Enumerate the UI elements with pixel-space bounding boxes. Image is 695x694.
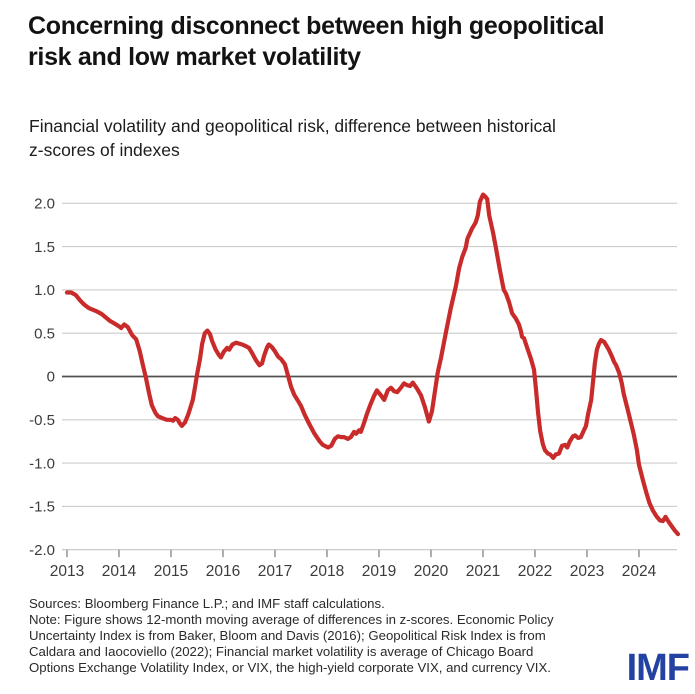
- x-axis-label: 2024: [622, 563, 657, 580]
- x-axis-label: 2017: [258, 563, 292, 580]
- subtitle-line-2: z-scores of indexes: [29, 140, 180, 160]
- y-axis-label: 0.5: [34, 325, 55, 342]
- source-note: Sources: Bloomberg Finance L.P.; and IMF…: [29, 596, 609, 676]
- y-axis-label: -2.0: [29, 542, 55, 559]
- page-title: Concerning disconnect between high geopo…: [28, 11, 678, 73]
- imf-logo: IMF: [626, 647, 690, 689]
- x-axis-label: 2019: [362, 563, 396, 580]
- x-axis-label: 2014: [102, 563, 137, 580]
- y-axis-label: -1.0: [29, 455, 55, 472]
- y-axis-label: -0.5: [29, 412, 55, 429]
- x-axis-label: 2016: [206, 563, 240, 580]
- note-line-1: Note: Figure shows 12-month moving avera…: [29, 611, 554, 627]
- x-axis-label: 2021: [466, 563, 500, 580]
- chart-svg: 2.0 1.5 1.0 0.5 0 -0.5 -1.0 -1.5 -2.0 2013 2014 201…: [29, 192, 681, 580]
- y-axis-label: 2.0: [34, 196, 55, 213]
- chart-subtitle: Financial volatility and geopolitical ri…: [29, 114, 679, 162]
- title-line-1: Concerning disconnect between high geopo…: [28, 12, 605, 40]
- data-line-series: [64, 192, 681, 537]
- x-axis-label: 2015: [154, 563, 188, 580]
- y-axis-label: 1.5: [34, 239, 55, 256]
- x-axis-label: 2022: [518, 563, 552, 580]
- title-line-2: risk and low market volatility: [28, 43, 361, 71]
- y-axis-label: 1.0: [34, 282, 55, 299]
- chart-area: 2.0 1.5 1.0 0.5 0 -0.5 -1.0 -1.5 -2.0 2013 2014 201…: [0, 185, 695, 590]
- note-line-4: Options Exchange Volatility Index, or VI…: [29, 659, 551, 675]
- x-axis-label: 2020: [414, 563, 449, 580]
- x-axis-label: 2018: [310, 563, 344, 580]
- x-axis-label: 2023: [570, 563, 604, 580]
- y-axis-label: 0: [47, 369, 55, 386]
- note-line-2: Uncertainty Index is from Baker, Bloom a…: [29, 627, 546, 643]
- note-line-3: Caldara and Iaocoviello (2022); Financia…: [29, 643, 534, 659]
- x-axis-label: 2013: [50, 563, 84, 580]
- subtitle-line-1: Financial volatility and geopolitical ri…: [29, 116, 556, 136]
- source-line: Sources: Bloomberg Finance L.P.; and IMF…: [29, 596, 385, 611]
- y-axis-label: -1.5: [29, 499, 55, 516]
